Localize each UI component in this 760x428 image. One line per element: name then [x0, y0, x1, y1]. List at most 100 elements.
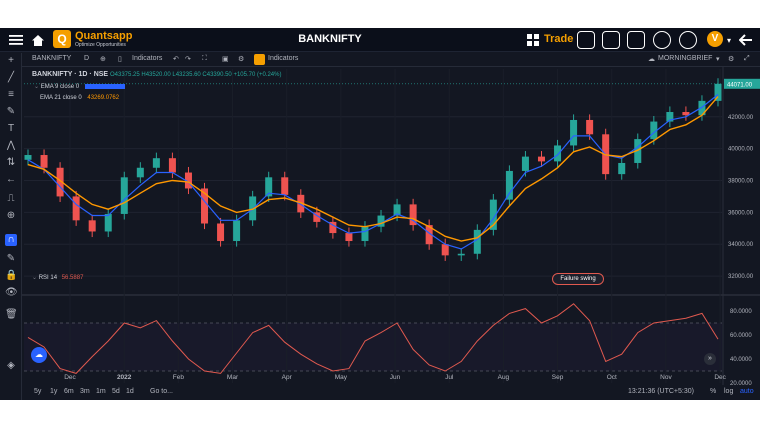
interval-button[interactable]: D	[84, 55, 90, 62]
crosshair-icon[interactable]: +	[8, 55, 14, 66]
candle-body	[393, 204, 401, 216]
grid-icon[interactable]	[526, 31, 540, 49]
range-1d[interactable]: 1d	[126, 388, 134, 395]
symbol-search-button[interactable]: BANKNIFTY	[32, 55, 72, 62]
range-6m[interactable]: 6m	[64, 388, 74, 395]
indicators-badge-icon[interactable]	[254, 54, 265, 65]
time-axis-label: Mar	[227, 374, 239, 381]
symbol-legend: BANKNIFTY · 1D · NSE	[32, 71, 109, 78]
candle-body	[24, 155, 32, 160]
indicators-button-2[interactable]: Indicators	[268, 55, 299, 62]
menu-icon[interactable]	[8, 31, 24, 49]
pattern-icon[interactable]: ⋀	[6, 140, 16, 151]
chart-settings-icon[interactable]: ⚙	[728, 56, 735, 63]
candle-body	[281, 177, 289, 195]
magnet-icon[interactable]: ∩	[5, 234, 17, 246]
compare-icon[interactable]: ⊕	[100, 56, 106, 63]
candle-body	[313, 212, 321, 222]
range-5d[interactable]: 5d	[112, 388, 120, 395]
log-toggle[interactable]: log	[724, 388, 734, 395]
chart-toolbar: BANKNIFTY D ⊕ ▯ Indicators ↶ ↷ ⛶ ▣ ⚙ Ind…	[22, 53, 760, 67]
ema21-legend[interactable]: EMA 21 close 0 43269.0762	[40, 95, 119, 101]
video-icon[interactable]	[627, 31, 645, 49]
price-tick-label: 40000.00	[728, 147, 754, 153]
candle-body	[104, 213, 112, 232]
lock-drawings-icon[interactable]: ✎	[6, 253, 16, 264]
zoom-icon[interactable]: ⊕	[6, 210, 16, 221]
price-tick-label: 38000.00	[728, 179, 754, 185]
redo-icon[interactable]: ↷	[185, 56, 191, 63]
candle-body	[72, 196, 80, 221]
range-5y[interactable]: 5y	[34, 388, 42, 395]
brand-logo-icon[interactable]: Q	[53, 30, 71, 48]
rsi-legend[interactable]: ⌄ RSI 14 56.5887	[32, 275, 84, 281]
range-bar: 5y 1y 6m 3m 1m 5d 1d Go to... 13:21:36 (…	[22, 385, 760, 400]
auto-toggle[interactable]: auto	[740, 388, 754, 395]
range-1m[interactable]: 1m	[96, 388, 106, 395]
indicators-button[interactable]: Indicators	[132, 55, 163, 62]
undo-icon[interactable]: ↶	[173, 56, 179, 63]
candle-body	[698, 100, 706, 116]
candle-body	[297, 194, 305, 213]
ema9-line	[27, 94, 719, 250]
time-axis-label: Feb	[173, 374, 185, 381]
ema9-swatch	[84, 83, 125, 89]
candle-body	[88, 220, 96, 232]
template-name[interactable]: MORNINGBRIEF	[658, 55, 713, 62]
candle-body	[441, 244, 449, 256]
avatar[interactable]: V	[707, 31, 723, 47]
page-title: BANKNIFTY	[298, 33, 362, 45]
trash-icon[interactable]: 🗑	[5, 309, 18, 320]
candle-body	[537, 156, 545, 162]
text-icon[interactable]: T	[7, 123, 15, 134]
candle-body	[489, 199, 497, 230]
candle-body	[554, 145, 562, 162]
fullscreen-icon[interactable]: ⛶	[202, 55, 207, 62]
ruler-icon[interactable]: ⎍	[7, 193, 15, 204]
cloud-icon[interactable]: ☁	[648, 56, 655, 63]
ema9-legend[interactable]: ⌄ EMA 9 close 0	[34, 83, 125, 90]
candle-body	[217, 223, 225, 242]
percent-toggle[interactable]: %	[710, 388, 717, 395]
clock-readout[interactable]: 13:21:36 (UTC+5:30)	[628, 388, 694, 395]
candle-body	[666, 112, 674, 122]
range-1y[interactable]: 1y	[50, 388, 58, 395]
chevron-down-icon[interactable]: ▾	[726, 35, 731, 45]
layers-icon[interactable]: ◈	[7, 360, 15, 371]
goto-button[interactable]: Go to...	[150, 388, 173, 395]
prediction-icon[interactable]: ⇅	[6, 157, 16, 168]
brush-icon[interactable]: ✎	[6, 106, 16, 117]
candle-body	[570, 119, 578, 146]
time-axis-label: Nov	[660, 374, 672, 381]
time-axis-label: May	[335, 374, 348, 381]
time-axis-label: Aug	[498, 374, 510, 381]
rsi-band	[24, 323, 722, 371]
settings-icon[interactable]: ⚙	[238, 56, 245, 63]
range-3m[interactable]: 3m	[80, 388, 90, 395]
layout-icon[interactable]	[577, 31, 595, 49]
community-icon[interactable]	[653, 31, 671, 49]
back-icon[interactable]: ←	[6, 174, 16, 185]
scroll-to-end-icon[interactable]: »	[704, 353, 716, 365]
home-icon[interactable]	[30, 31, 46, 49]
expand-icon[interactable]: ⤢	[744, 55, 750, 62]
template-chevron-icon[interactable]: ▾	[716, 56, 720, 63]
candle-body	[249, 196, 257, 221]
ema21-value: 43269.0762	[87, 95, 120, 101]
candle-body	[40, 155, 48, 168]
back-arrow-icon[interactable]	[738, 31, 754, 49]
trendline-icon[interactable]: ╱	[7, 72, 15, 83]
time-axis-label: Dec	[714, 374, 726, 381]
lock-icon[interactable]: 🔒	[5, 270, 18, 281]
screenshot-icon[interactable]: ▣	[222, 56, 229, 63]
document-icon[interactable]	[602, 31, 620, 49]
trade-button[interactable]: Trade	[544, 33, 574, 45]
visibility-icon[interactable]: 👁	[5, 287, 18, 298]
share-icon[interactable]	[679, 31, 697, 49]
chart-type-icon[interactable]: ▯	[118, 56, 122, 63]
cloud-sync-icon[interactable]: ☁	[31, 347, 47, 363]
failure-swing-annotation[interactable]: Failure swing	[552, 273, 604, 285]
rsi-tick-label: 80.0000	[730, 309, 752, 315]
fib-icon[interactable]: ≡	[8, 89, 14, 100]
chart-canvas[interactable]: 42000.00 40000.00 38000.00 36000.00 34000.00…	[22, 67, 760, 385]
